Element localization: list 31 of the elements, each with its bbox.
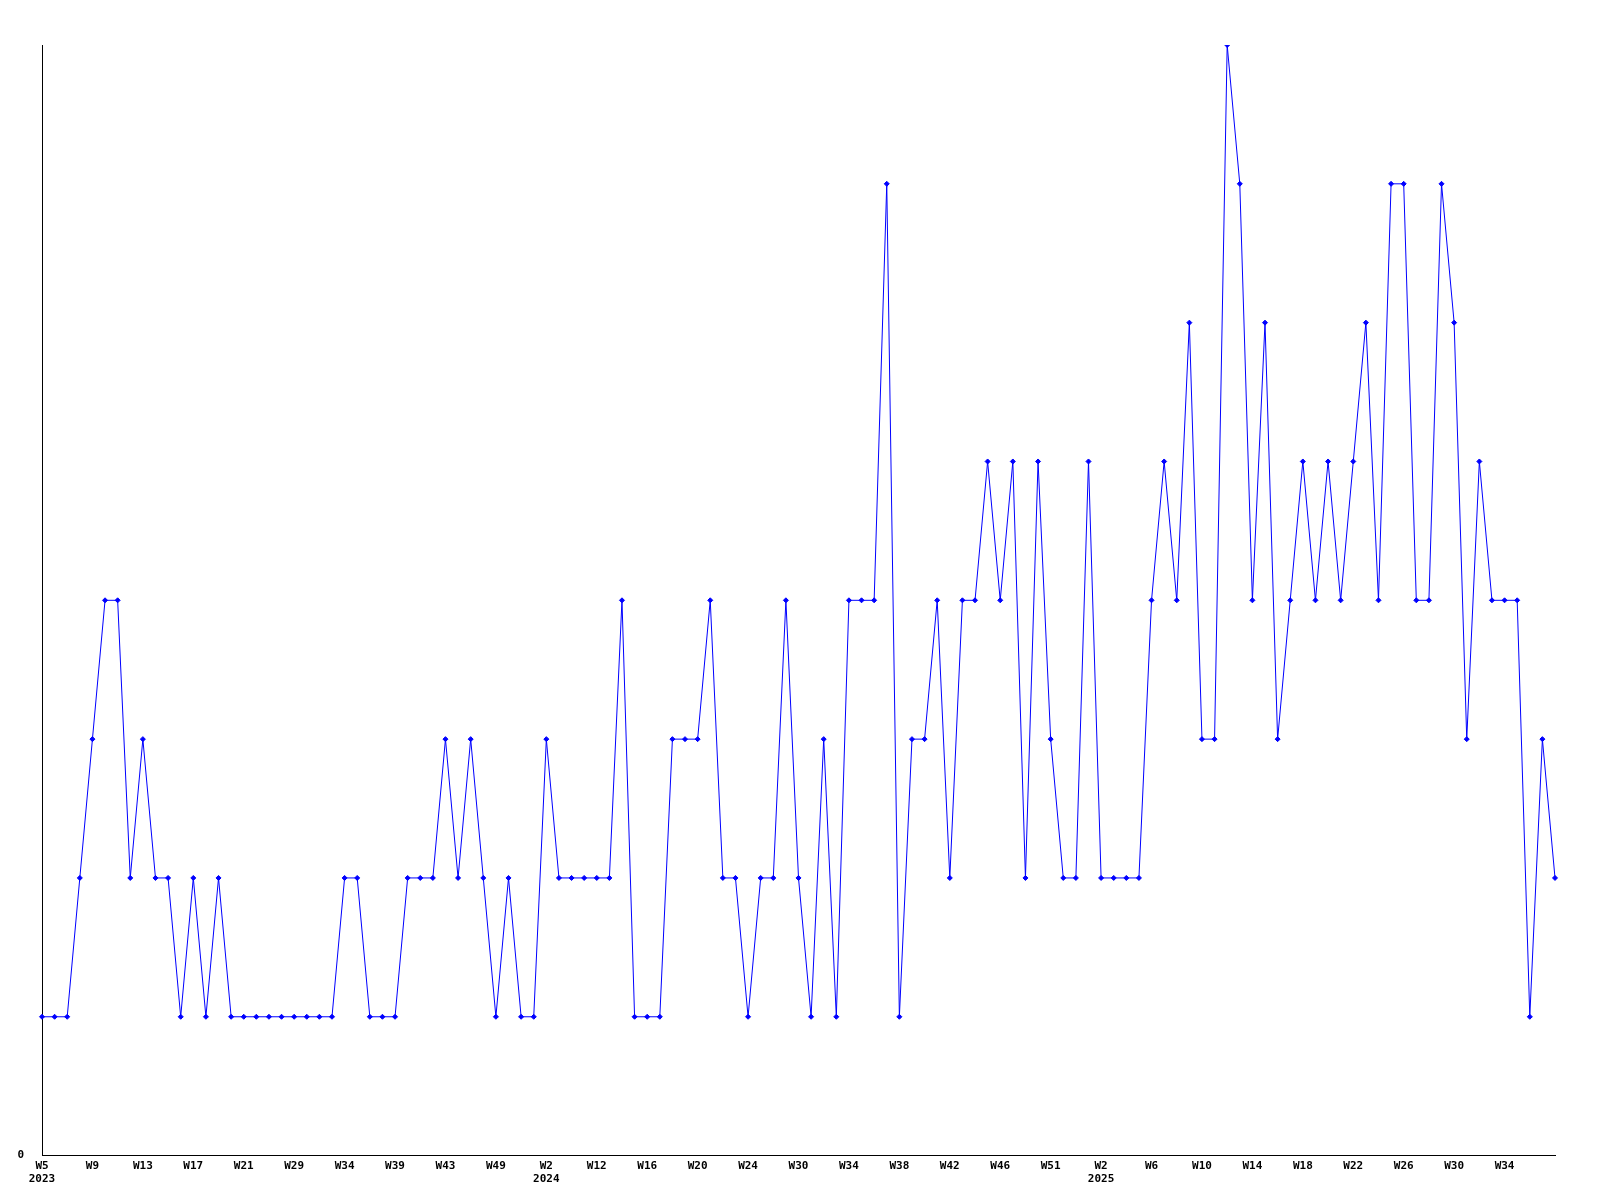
x-tick-label: W42: [939, 1159, 960, 1173]
x-tick-label: W46: [990, 1159, 1011, 1173]
x-tick-label: W30: [788, 1159, 809, 1173]
x-tick-label: W49: [485, 1159, 506, 1173]
x-tick-label: W14: [1242, 1159, 1263, 1173]
x-tick-label: W18: [1292, 1159, 1313, 1173]
x-tick-label: W39: [385, 1159, 405, 1173]
x-tick-label: W16: [637, 1159, 658, 1173]
x-tick-label: W10: [1192, 1159, 1212, 1173]
x-tick-label: W6: [1144, 1159, 1159, 1173]
x-tick-label: W12: [586, 1159, 607, 1173]
text: 0: [17, 1148, 24, 1162]
x-tick-label: W13: [132, 1159, 153, 1173]
x-tick-label: W24: [738, 1159, 759, 1173]
x-tick-label: W22: [1343, 1159, 1364, 1173]
x-tick-label: W30: [1444, 1159, 1465, 1173]
x-tick-label: W9: [85, 1159, 100, 1173]
x-tick-label: W34: [839, 1159, 860, 1173]
x-tick-label: W17: [183, 1159, 204, 1173]
x-tick-label: W51: [1040, 1159, 1061, 1173]
x-tick-label: W34: [1494, 1159, 1515, 1173]
x-tick-label: W34: [334, 1159, 355, 1173]
x-tick-label: W21: [233, 1159, 255, 1173]
x-tick-label: W29: [284, 1159, 305, 1173]
x-tick-label: W2 2025: [1087, 1159, 1115, 1186]
x-tick-label: W5 2023: [28, 1159, 56, 1186]
x-tick-label: W38: [889, 1159, 910, 1173]
x-tick-label: W26: [1393, 1159, 1415, 1173]
x-tick-label: W2 2024: [533, 1159, 560, 1186]
x-tick-label: W43: [435, 1159, 456, 1173]
x-tick-label: W20: [687, 1159, 708, 1173]
